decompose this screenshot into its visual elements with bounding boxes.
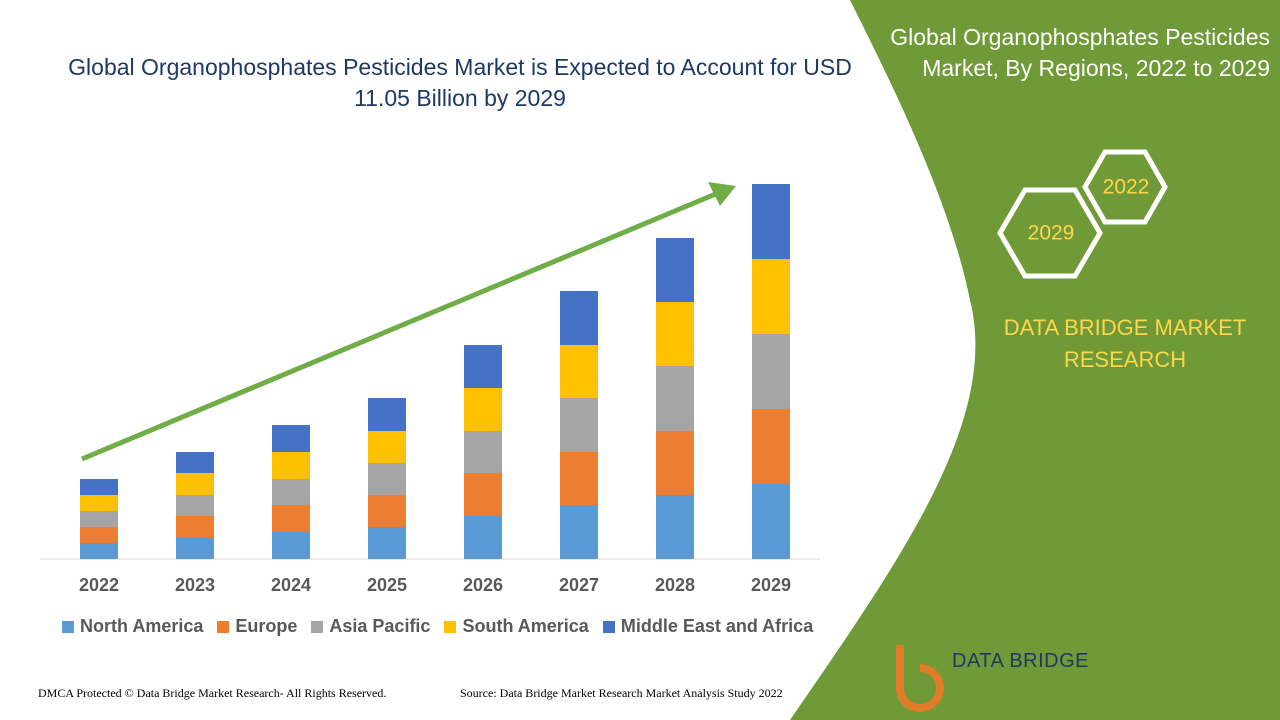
hexagon-label: 2029 [1028, 222, 1075, 245]
x-tick-label: 2022 [79, 575, 119, 595]
legend: North America Europe Asia Pacific South Ame… [62, 616, 813, 637]
legend-label: Europe [235, 616, 298, 636]
bar-segment [560, 505, 598, 559]
legend-swatch [62, 620, 74, 633]
x-tick-label: 2023 [175, 575, 215, 595]
bar-segment [752, 409, 790, 484]
bar-segment [176, 473, 214, 495]
bar-segment [560, 291, 598, 345]
bar-segment [176, 538, 214, 559]
hexagon [997, 187, 1103, 279]
hexagon-label: 2022 [1103, 176, 1150, 199]
bar-segment [464, 388, 502, 431]
bar-segment [368, 431, 406, 463]
bar-segment [80, 479, 118, 495]
bar-segment [80, 527, 118, 543]
bar-segment [272, 452, 310, 479]
logo-icon [896, 645, 944, 712]
legend-item: Europe [217, 616, 297, 637]
legend-item: South America [444, 616, 589, 637]
trend-arrowhead [708, 182, 736, 206]
bar-segment [656, 495, 694, 559]
bar-segment [752, 259, 790, 334]
legend-swatch [217, 620, 230, 633]
x-tick-label: 2025 [367, 575, 407, 595]
bar-segment [368, 527, 406, 559]
bar-segment [464, 431, 502, 473]
bar-segment [80, 511, 118, 527]
legend-item: Middle East and Africa [602, 616, 814, 637]
bar-segment [464, 473, 502, 516]
copyright: DMCA Protected © Data Bridge Market Rese… [38, 686, 387, 700]
side-panel-bg [790, 0, 1280, 720]
side-title: Global Organophosphates Pesticides Marke… [890, 24, 1270, 81]
bar-segment [656, 238, 694, 302]
x-tick-label: 2024 [271, 575, 311, 595]
bar-segment [368, 495, 406, 527]
x-tick-label: 2026 [463, 575, 503, 595]
bar-segment [752, 334, 790, 409]
bar-segment [272, 425, 310, 452]
source: Source: Data Bridge Market Research Mark… [460, 686, 783, 700]
bar-segment [368, 463, 406, 495]
bar-segment [752, 184, 790, 259]
bar-segment [272, 532, 310, 559]
bar-segment [80, 495, 118, 511]
bar-segment [656, 302, 694, 366]
hexagon [1082, 149, 1168, 225]
legend-label: Middle East and Africa [620, 616, 814, 636]
trend-arrow [81, 190, 719, 462]
legend-item: North America [62, 616, 203, 637]
bar-segment [368, 398, 406, 431]
bar-segment [464, 345, 502, 388]
legend-item: Asia Pacific [311, 616, 430, 637]
legend-label: North America [80, 616, 204, 636]
legend-swatch [444, 620, 457, 633]
bar-segment [272, 505, 310, 532]
bars: 2022 2023 2024 2025 2026 2027 2028 2029 [79, 184, 791, 595]
bar-segment [176, 516, 214, 538]
x-tick-label: 2029 [751, 575, 791, 595]
bar-segment [656, 366, 694, 431]
bar-segment [464, 516, 502, 559]
bar-segment [560, 398, 598, 452]
logo-text: DATA BRIDGE [952, 650, 1090, 672]
legend-label: Asia Pacific [329, 616, 431, 636]
legend-swatch [311, 620, 324, 633]
x-tick-label: 2027 [559, 575, 599, 595]
chart-title: Global Organophosphates Pesticides Marke… [68, 54, 852, 111]
bar-segment [752, 484, 790, 559]
bar-segment [656, 431, 694, 495]
legend-swatch [602, 620, 615, 633]
bar-segment [272, 479, 310, 505]
x-tick-label: 2028 [655, 575, 695, 595]
bar-segment [176, 452, 214, 473]
bar-segment [80, 543, 118, 559]
brand: DATA BRIDGE MARKET RESEARCH [1003, 315, 1247, 372]
legend-label: South America [462, 616, 589, 636]
bar-segment [560, 452, 598, 505]
bar-segment [176, 495, 214, 516]
bar-segment [560, 345, 598, 398]
